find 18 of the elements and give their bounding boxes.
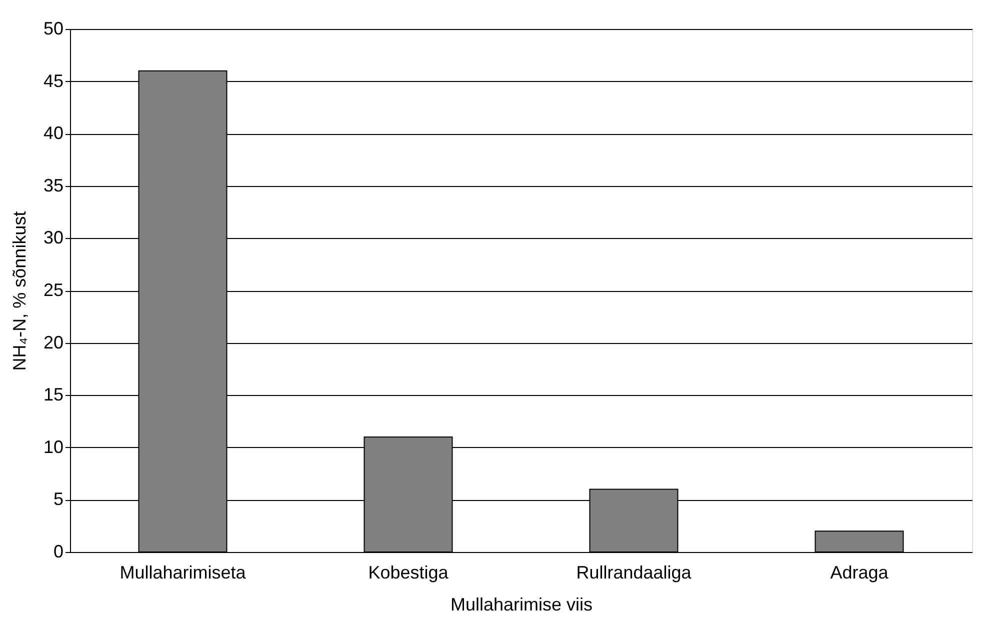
x-tick-label: Adraga	[830, 562, 890, 582]
x-axis-title: Mullaharimise viis	[450, 594, 593, 614]
y-tick-label: 35	[43, 175, 64, 196]
y-tick-label: 20	[43, 332, 64, 352]
y-tick-label: 0	[53, 542, 64, 562]
x-tick-label: Rullrandaaliga	[576, 562, 692, 582]
y-tick-label: 40	[43, 123, 64, 144]
y-tick-label: 5	[53, 489, 64, 510]
y-tick-label: 15	[43, 384, 64, 405]
x-tick-label: Mullaharimiseta	[120, 562, 247, 582]
y-axis-title: NH₄-N, % sõnnikust	[9, 211, 30, 371]
y-tick-label: 30	[43, 228, 64, 248]
y-tick-label: 25	[43, 280, 64, 300]
y-tick-label: 45	[43, 70, 64, 91]
y-tick-label: 10	[43, 436, 64, 457]
y-tick-label: 50	[43, 18, 64, 38]
x-tick-label: Kobestiga	[368, 562, 450, 582]
bar	[814, 530, 904, 552]
